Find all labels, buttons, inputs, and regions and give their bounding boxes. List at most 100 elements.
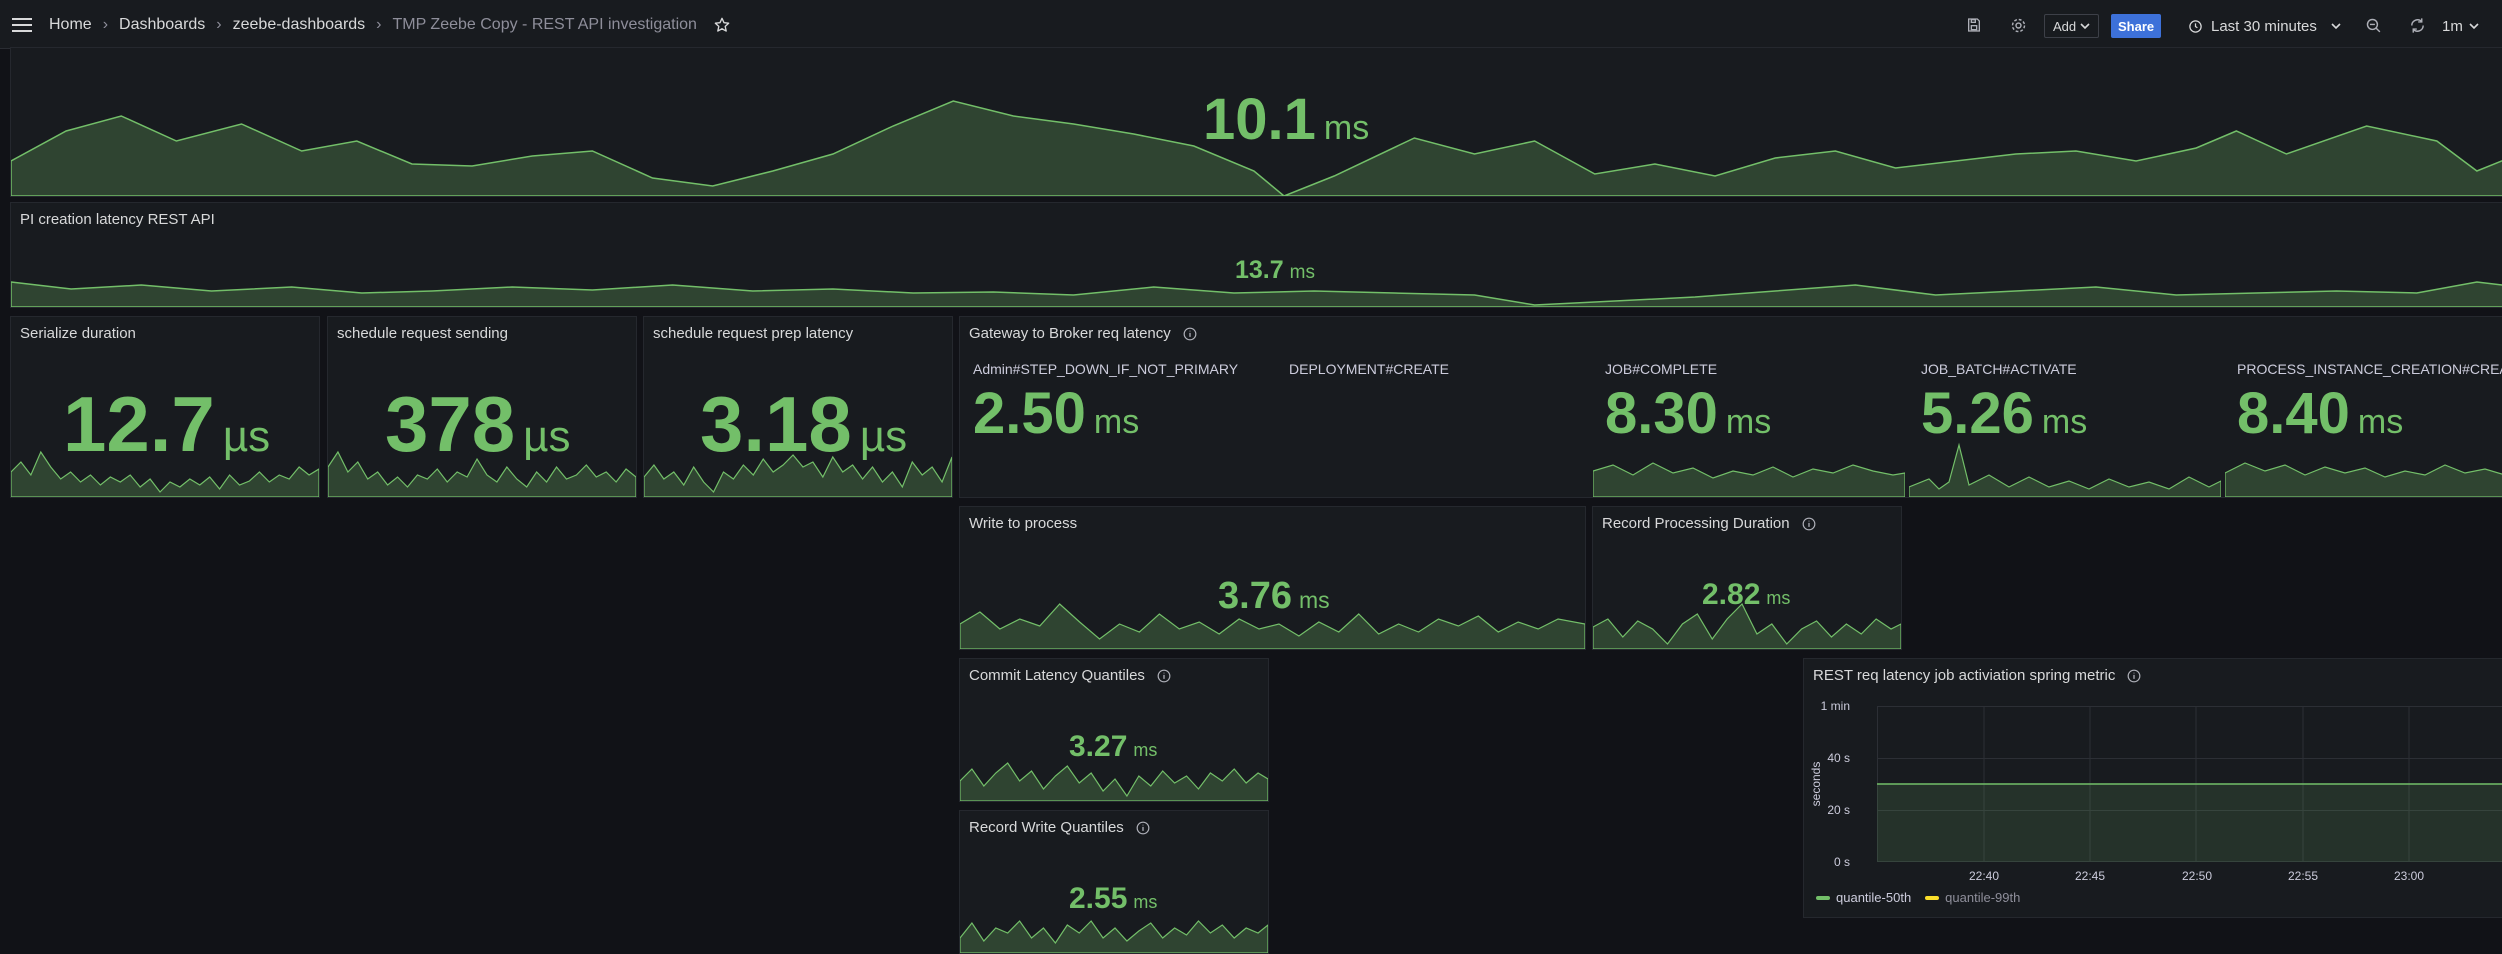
sparkline xyxy=(960,762,1268,801)
stat-label-job-batch-activate: JOB_BATCH#ACTIVATE xyxy=(1921,361,2077,377)
stat-number: 2.55 xyxy=(1069,882,1128,915)
top-latency-panel[interactable]: 10.1 ms xyxy=(10,47,2502,197)
x-tick: 22:45 xyxy=(2075,869,2106,883)
panel-title-text: REST req latency job activiation spring … xyxy=(1813,667,2116,684)
sparkline xyxy=(644,454,952,497)
y-tick: 1 min xyxy=(1820,699,1850,713)
serialize-duration-panel[interactable]: Serialize duration 12.7 µs xyxy=(10,316,320,498)
stat-value: 12.7 µs xyxy=(63,385,270,463)
stat-value: 3.76 ms xyxy=(1218,577,1330,615)
stat-unit: µs xyxy=(222,412,271,461)
sparkline xyxy=(11,100,2502,196)
stat-value-job-complete: 8.30 ms xyxy=(1605,385,1771,443)
panel-title: PI creation latency REST API xyxy=(20,211,215,228)
legend-item-p99[interactable]: quantile-99th xyxy=(1925,890,2020,905)
schedule-request-sending-panel[interactable]: schedule request sending 378 µs xyxy=(327,316,637,498)
chevron-right-icon: › xyxy=(102,15,109,33)
stat-value: 2.82 ms xyxy=(1702,580,1790,610)
gateway-broker-latency-panel[interactable]: Gateway to Broker req latency Admin#STEP… xyxy=(959,316,2502,498)
chevron-right-icon: › xyxy=(376,15,382,33)
record-write-quantiles-panel[interactable]: Record Write Quantiles 2.55 ms xyxy=(959,810,1269,954)
stat-unit: ms xyxy=(1298,587,1330,613)
sparkline xyxy=(11,281,2502,307)
refresh-icon[interactable] xyxy=(2405,13,2429,37)
sparkline xyxy=(11,450,319,497)
y-tick: 0 s xyxy=(1833,855,1850,869)
stat-label-process-instance-creation: PROCESS_INSTANCE_CREATION#CREA xyxy=(2237,361,2502,377)
panel-title-text: Gateway to Broker req latency xyxy=(969,325,1171,342)
stat-value: 378 µs xyxy=(385,385,571,463)
stat-number: 12.7 xyxy=(63,380,215,468)
breadcrumb-folder[interactable]: zeebe-dashboards xyxy=(232,15,366,33)
breadcrumb: Home › Dashboards › zeebe-dashboards › T… xyxy=(49,0,730,49)
panel-title-text: Commit Latency Quantiles xyxy=(969,667,1145,684)
sparkline xyxy=(1909,442,2221,497)
legend-swatch xyxy=(1816,895,1830,900)
stat-number: 2.82 xyxy=(1702,578,1761,611)
info-icon[interactable] xyxy=(1157,669,1171,683)
time-range-picker[interactable]: Last 30 minutes xyxy=(2188,14,2341,38)
add-button[interactable]: Add xyxy=(2044,14,2100,38)
series-area-quantile-50th xyxy=(1877,784,2502,862)
stat-label-deployment: DEPLOYMENT#CREATE xyxy=(1289,361,1449,377)
info-icon[interactable] xyxy=(2127,669,2141,683)
clock-icon xyxy=(2189,19,2202,33)
panel-title: Serialize duration xyxy=(20,325,136,342)
info-icon[interactable] xyxy=(1802,517,1816,531)
stat-unit: ms xyxy=(2357,403,2404,441)
menu-icon[interactable] xyxy=(10,13,34,37)
panel-title: Commit Latency Quantiles xyxy=(969,667,1171,684)
chart-legend: quantile-50th quantile-99th xyxy=(1816,890,2020,905)
page-title: TMP Zeebe Copy - REST API investigation xyxy=(392,15,697,33)
commit-latency-quantiles-panel[interactable]: Commit Latency Quantiles 3.27 ms xyxy=(959,658,1269,802)
x-tick: 22:40 xyxy=(1969,869,2000,883)
info-icon[interactable] xyxy=(1136,821,1150,835)
stat-number: 3.76 xyxy=(1218,575,1292,617)
save-icon[interactable] xyxy=(1962,13,1986,37)
legend-item-p50[interactable]: quantile-50th xyxy=(1816,890,1911,905)
panel-title: Write to process xyxy=(969,515,1078,532)
zoom-out-icon[interactable] xyxy=(2361,13,2385,37)
stat-number: 8.40 xyxy=(2237,381,2350,446)
breadcrumb-home[interactable]: Home xyxy=(49,15,92,33)
rest-req-latency-panel[interactable]: REST req latency job activiation spring … xyxy=(1803,658,2502,918)
add-button-label: Add xyxy=(2053,18,2077,34)
chevron-right-icon: › xyxy=(216,15,222,33)
star-icon[interactable] xyxy=(714,17,730,33)
panel-title-text: Record Write Quantiles xyxy=(969,819,1124,836)
stat-unit: ms xyxy=(1323,109,1370,147)
chevron-down-icon xyxy=(2469,23,2479,30)
stat-number: 378 xyxy=(385,380,516,468)
x-tick: 22:55 xyxy=(2288,869,2319,883)
gear-icon[interactable] xyxy=(2006,13,2030,37)
stat-number: 2.50 xyxy=(973,381,1086,446)
stat-value-job-batch-activate: 5.26 ms xyxy=(1921,385,2087,443)
stat-number: 13.7 xyxy=(1235,256,1284,284)
stat-number: 5.26 xyxy=(1921,381,2034,446)
refresh-interval-picker[interactable]: 1m xyxy=(2442,14,2479,38)
sparkline xyxy=(960,603,1585,649)
x-tick: 23:00 xyxy=(2394,869,2425,883)
x-tick: 22:50 xyxy=(2182,869,2213,883)
panel-title: REST req latency job activiation spring … xyxy=(1813,667,2141,684)
panel-title: schedule request prep latency xyxy=(653,325,854,342)
stat-value: 3.18 µs xyxy=(700,385,907,463)
chevron-down-icon xyxy=(2080,23,2090,30)
record-processing-duration-panel[interactable]: Record Processing Duration 2.82 ms xyxy=(1592,506,1902,650)
schedule-request-prep-latency-panel[interactable]: schedule request prep latency 3.18 µs xyxy=(643,316,953,498)
stat-value: 2.55 ms xyxy=(1069,884,1157,914)
write-to-process-panel[interactable]: Write to process 3.76 ms xyxy=(959,506,1586,650)
stat-label-admin: Admin#STEP_DOWN_IF_NOT_PRIMARY xyxy=(973,361,1239,377)
stat-unit: ms xyxy=(1133,740,1158,760)
breadcrumb-dashboards[interactable]: Dashboards xyxy=(119,15,206,33)
info-icon[interactable] xyxy=(1183,327,1197,341)
stat-unit: ms xyxy=(1093,403,1140,441)
share-button[interactable]: Share xyxy=(2111,14,2162,38)
y-tick: 20 s xyxy=(1827,803,1850,817)
legend-label: quantile-50th xyxy=(1836,890,1912,905)
legend-label: quantile-99th xyxy=(1945,890,2021,905)
legend-swatch xyxy=(1925,895,1940,900)
stat-unit: ms xyxy=(1133,892,1158,912)
stat-unit: µs xyxy=(859,412,908,461)
pi-creation-latency-panel[interactable]: PI creation latency REST API 13.7 ms xyxy=(10,202,2502,308)
